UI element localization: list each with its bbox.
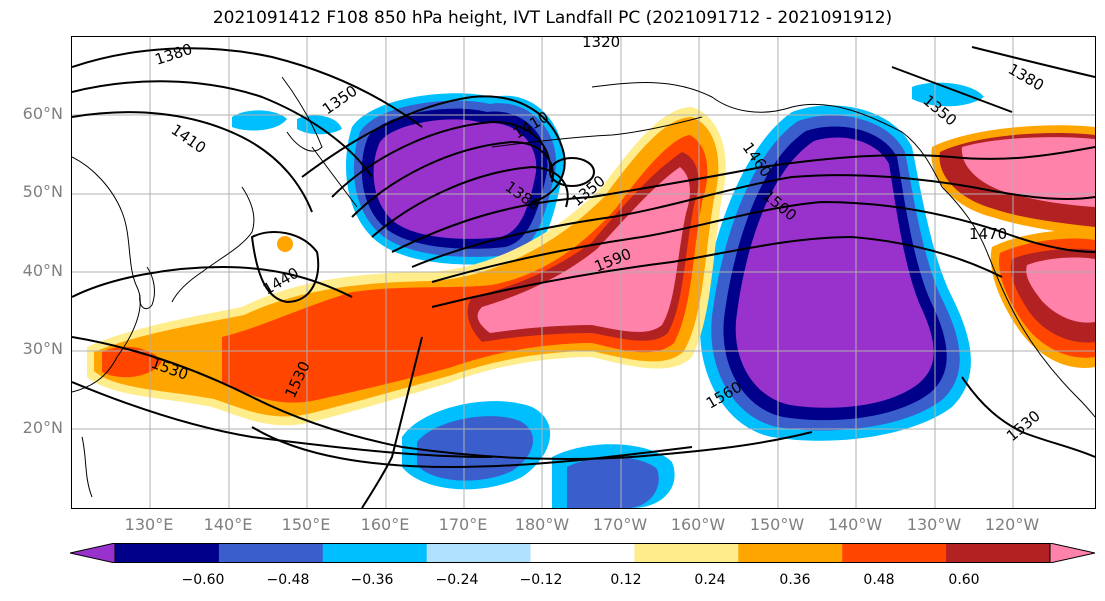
colorbar-segment — [530, 543, 635, 563]
lon-label: 120°W — [984, 515, 1040, 534]
map-canvas: 1380 1320 1350 1410 1410 1380 1350 1440 … — [72, 37, 1095, 508]
contour-label: 1410 — [168, 121, 210, 158]
contour-6 — [351, 140, 554, 218]
colorbar-tick: 0.12 — [610, 572, 642, 588]
contour-9 — [411, 174, 1095, 268]
contour-19 — [971, 46, 1095, 78]
contour-4 — [301, 95, 566, 203]
contour-label: 1470 — [969, 225, 1007, 243]
colorbar-segment — [634, 543, 739, 563]
colorbar-segment — [842, 543, 947, 563]
colorbar — [70, 543, 1095, 563]
contour-15 — [361, 336, 423, 508]
contour-20 — [891, 66, 1013, 113]
contour-low-center — [549, 157, 595, 187]
height-contours — [72, 46, 1095, 508]
lon-label: 150°E — [281, 515, 331, 534]
colorbar-tick: −0.60 — [181, 572, 225, 588]
shade-neg-2 — [232, 110, 287, 131]
lon-label: 160°W — [670, 515, 726, 534]
lat-label: 30°N — [22, 339, 63, 358]
coast-japan — [171, 186, 255, 303]
ivt-shading — [87, 82, 1095, 508]
colorbar-tick: 0.60 — [948, 572, 980, 588]
contour-13 — [72, 265, 353, 298]
coast-korea — [139, 266, 155, 310]
contour-5 — [331, 120, 552, 198]
graticule — [72, 37, 1095, 508]
colorbar-tick: 0.24 — [694, 572, 726, 588]
colorbar-segment — [322, 543, 428, 563]
colorbar-segments — [70, 543, 1095, 563]
contour-3 — [72, 111, 313, 213]
lon-label: 170°W — [592, 515, 648, 534]
contour-17 — [72, 381, 493, 458]
colorbar-extend-max — [1049, 543, 1095, 563]
lon-label: 140°E — [203, 515, 253, 534]
lon-label: 180°W — [514, 515, 570, 534]
contour-18 — [961, 376, 1095, 458]
colorbar-extend-min — [70, 543, 116, 563]
lon-label: 150°W — [749, 515, 805, 534]
colorbar-tick: 0.48 — [863, 572, 895, 588]
colorbar-segment — [738, 543, 843, 563]
colorbar-segment — [946, 543, 1051, 563]
colorbar-segment — [218, 543, 324, 563]
lat-label: 40°N — [22, 261, 63, 280]
lat-label: 50°N — [22, 182, 63, 201]
contour-16 — [251, 426, 693, 469]
contour-12 — [250, 231, 320, 304]
contour-14 — [72, 336, 813, 460]
shade-pos-5 — [277, 236, 293, 252]
colorbar-segment — [115, 543, 220, 563]
shade-pos-3-core — [961, 137, 1095, 207]
colorbar-tick: −0.48 — [266, 572, 310, 588]
lon-label: 160°E — [360, 515, 410, 534]
shade-neg-6-inner — [417, 416, 534, 481]
coast-namerica — [941, 186, 1095, 418]
contour-label: 1320 — [582, 37, 620, 51]
lat-label: 60°N — [22, 104, 63, 123]
colorbar-outline — [114, 543, 1051, 563]
map-panel: 1380 1320 1350 1410 1410 1380 1350 1440 … — [71, 36, 1096, 509]
lon-label: 130°W — [906, 515, 962, 534]
colorbar-tick: −0.36 — [350, 572, 394, 588]
shade-neg-5 — [912, 82, 984, 107]
contour-label: 1380 — [1005, 60, 1047, 95]
shade-neg-7-inner — [567, 457, 659, 508]
coast-kamchatka — [281, 76, 323, 152]
coast-alaska — [591, 82, 943, 188]
coast-kuril — [311, 146, 358, 208]
colorbar-tick: −0.24 — [435, 572, 479, 588]
shade-pos-1-core — [477, 167, 690, 333]
lon-label: 170°E — [438, 515, 488, 534]
coast-philippines — [81, 436, 93, 498]
contour-11 — [431, 235, 1003, 308]
colorbar-tick: −0.12 — [519, 572, 563, 588]
shade-pos-4-core — [1026, 257, 1095, 323]
colorbar-segment — [426, 543, 532, 563]
colorbar-tick: 0.36 — [779, 572, 811, 588]
chart-title: 2021091412 F108 850 hPa height, IVT Land… — [212, 8, 893, 28]
lon-label: 130°E — [124, 515, 174, 534]
coast-asia — [72, 156, 141, 393]
contour-label: 1530 — [1003, 407, 1044, 445]
contour-label: 1380 — [153, 40, 195, 69]
contour-10 — [431, 200, 1095, 283]
lon-label: 140°W — [827, 515, 883, 534]
shade-pos-1-red — [222, 135, 708, 403]
shade-neg-1-core — [373, 119, 537, 239]
contour-8 — [391, 146, 1095, 253]
contour-1 — [72, 47, 423, 128]
lat-label: 20°N — [22, 418, 63, 437]
